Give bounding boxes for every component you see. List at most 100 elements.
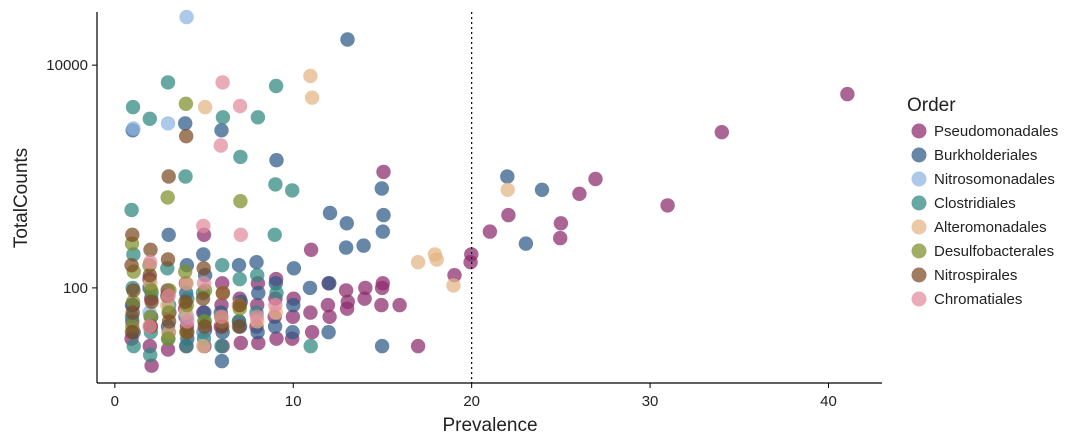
data-point <box>160 331 176 346</box>
data-point <box>376 207 391 223</box>
x-tick-label: 20 <box>463 393 480 410</box>
data-point <box>126 338 141 354</box>
legend-label: Pseudomonadales <box>934 123 1058 140</box>
data-point <box>374 338 390 354</box>
data-point <box>214 309 229 324</box>
legend-label: Nitrospirales <box>934 267 1017 284</box>
data-point <box>125 294 141 309</box>
data-point <box>267 319 283 334</box>
data-point <box>142 268 157 283</box>
data-point <box>125 99 141 115</box>
data-point <box>303 338 318 354</box>
data-point <box>464 247 479 262</box>
data-point <box>392 297 407 313</box>
x-tick-label: 30 <box>642 393 659 410</box>
data-point <box>213 138 228 153</box>
y-tick-label: 100 <box>63 280 88 297</box>
data-point <box>214 123 229 138</box>
data-point <box>840 86 855 102</box>
data-point <box>143 347 158 363</box>
legend-label: Chromatiales <box>934 291 1022 308</box>
data-point <box>534 182 550 197</box>
data-point <box>160 342 176 357</box>
data-point <box>125 305 140 320</box>
data-point <box>375 276 390 291</box>
data-point <box>214 338 229 354</box>
data-point <box>232 271 247 287</box>
data-point <box>374 297 389 313</box>
legend-label: Clostridiales <box>934 195 1016 212</box>
legend-swatch <box>911 243 927 259</box>
data-point <box>268 297 283 313</box>
data-point <box>160 75 176 90</box>
data-point <box>303 242 319 257</box>
data-point <box>231 319 247 334</box>
data-point <box>232 297 247 313</box>
data-point <box>375 224 390 239</box>
data-point <box>340 32 355 47</box>
legend-title: Order <box>907 95 956 116</box>
data-point <box>482 224 498 239</box>
data-point <box>269 331 284 346</box>
data-point <box>251 335 266 351</box>
data-point <box>160 252 176 267</box>
data-point <box>356 238 371 253</box>
data-point <box>143 255 158 270</box>
data-point <box>269 285 284 301</box>
legend-label: Burkholderiales <box>934 147 1037 164</box>
data-point <box>179 9 194 25</box>
data-point <box>180 314 195 329</box>
data-point <box>215 258 230 273</box>
data-point <box>179 129 194 144</box>
data-point <box>427 247 443 262</box>
data-point <box>126 247 141 262</box>
data-point <box>233 149 248 165</box>
data-point <box>304 90 320 105</box>
data-point <box>338 283 354 298</box>
data-point <box>358 280 373 296</box>
data-point <box>660 198 675 213</box>
data-point <box>250 325 265 340</box>
data-point <box>322 276 337 291</box>
data-point <box>267 227 282 242</box>
data-point <box>410 338 426 354</box>
legend-label: Desulfobacterales <box>934 243 1054 260</box>
legend-swatch <box>911 267 927 283</box>
data-point <box>285 183 300 198</box>
y-tick-label: 10000 <box>46 57 88 74</box>
data-point <box>142 111 157 127</box>
data-point <box>196 338 211 354</box>
data-point <box>588 171 603 187</box>
data-point <box>160 116 176 131</box>
y-ticks: 100 10000 <box>46 57 97 297</box>
data-point <box>322 309 337 324</box>
legend-swatch <box>911 147 927 163</box>
data-point <box>446 278 461 293</box>
data-point <box>124 202 139 218</box>
data-point <box>196 247 211 262</box>
data-point <box>250 110 266 125</box>
data-point <box>215 75 230 90</box>
data-point <box>322 205 338 221</box>
data-point <box>215 285 231 301</box>
data-point <box>286 261 302 276</box>
data-point <box>196 218 211 234</box>
data-point <box>179 276 194 291</box>
data-point <box>197 99 213 115</box>
data-point <box>179 338 194 354</box>
data-point <box>126 121 141 136</box>
data-point <box>338 240 354 255</box>
data-point <box>500 182 515 197</box>
legend-swatch <box>911 291 927 307</box>
data-point <box>196 276 212 291</box>
data-point <box>339 216 354 231</box>
data-point <box>160 190 175 205</box>
data-point <box>286 297 301 313</box>
data-point <box>124 325 140 340</box>
legend-swatch <box>911 123 927 139</box>
data-point <box>197 319 212 334</box>
data-point <box>374 181 389 196</box>
legend-swatch <box>911 171 927 187</box>
data-point <box>161 288 176 303</box>
data-point <box>410 255 426 270</box>
